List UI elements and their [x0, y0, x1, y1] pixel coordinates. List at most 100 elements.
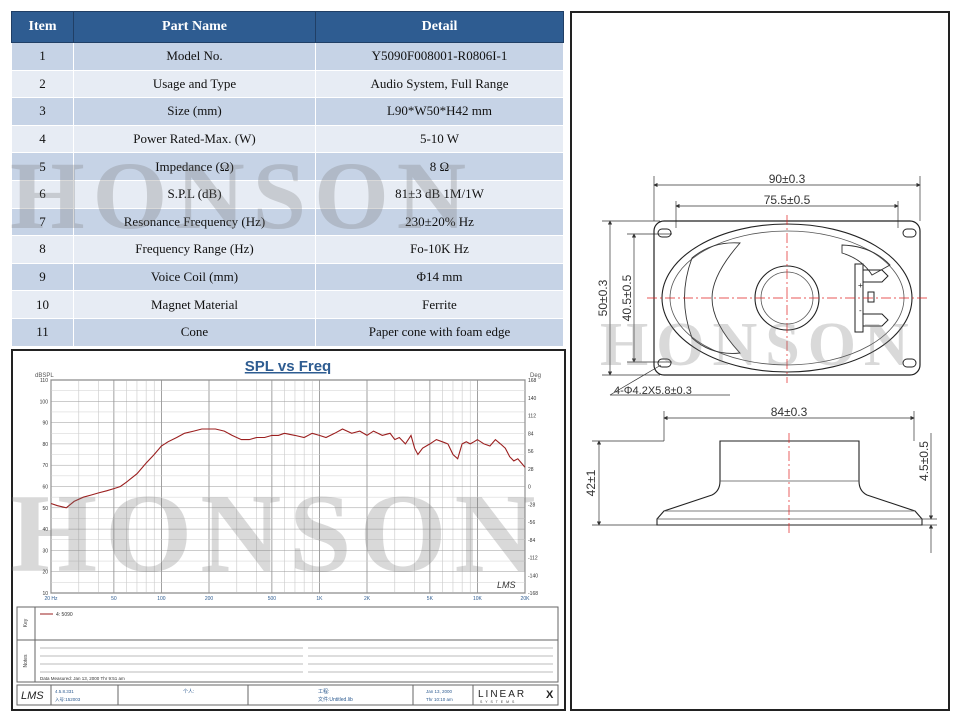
x-tick-label: 20K: [521, 596, 531, 602]
x-tick-label: 20 Hz: [44, 596, 58, 602]
terminal-lug-minus: [863, 313, 889, 327]
cell-item: 10: [11, 290, 74, 319]
cell-item: 11: [11, 317, 74, 347]
left-tick-label: 70: [42, 463, 48, 469]
top-view: 90±0.3 75.5±0.5 50±0.3 40.5±0.5: [596, 172, 927, 397]
mount-hole: [902, 228, 917, 238]
chart-title: SPL vs Freq: [245, 358, 331, 375]
chart-lms-logo: LMS: [497, 580, 516, 590]
right-tick-label: -28: [528, 502, 535, 508]
legend-entry: 4: 5090: [56, 612, 73, 618]
footer-time: Thr 10:10 am: [426, 697, 453, 702]
footer-brand: LINEAR: [478, 689, 526, 700]
table-row: 10 Magnet Material Ferrite: [11, 290, 564, 319]
legend-box: [16, 606, 559, 641]
right-tick-label: 140: [528, 396, 537, 402]
footer-brand-sub: S Y S T E M S: [480, 700, 515, 704]
table-row: 9 Voice Coil (mm) Φ14 mm: [11, 262, 564, 292]
table-row: 5 Impedance (Ω) 8 Ω: [11, 152, 564, 181]
cell-detail: Audio System, Full Range: [315, 69, 564, 99]
cell-item: 1: [11, 42, 74, 71]
dim-overall-width: 50±0.3: [596, 279, 610, 316]
cell-detail: Ferrite: [315, 290, 564, 319]
spl-series-line: [50, 428, 526, 509]
right-tick-label: 84: [528, 431, 534, 437]
cell-part: Impedance (Ω): [73, 152, 316, 181]
x-tick-label: 2K: [364, 596, 371, 602]
right-tick-label: -168: [528, 591, 538, 597]
x-tick-label: 200: [205, 596, 214, 602]
cell-detail: Paper cone with foam edge: [315, 317, 564, 347]
right-tick-label: 28: [528, 467, 534, 473]
cell-part: Frequency Range (Hz): [73, 235, 316, 264]
cell-item: 3: [11, 97, 74, 126]
left-tick-label: 10: [42, 591, 48, 597]
notes-side-label: Notes: [23, 654, 29, 668]
cell-detail: 8 Ω: [315, 152, 564, 181]
terminal-minus-label: -: [859, 306, 862, 315]
cell-item: 2: [11, 69, 74, 99]
cell-part: Magnet Material: [73, 290, 316, 319]
table-row: 4 Power Rated-Max. (W) 5-10 W: [11, 124, 564, 154]
side-view: 84±0.3 42±1 4.5±0.5: [584, 405, 937, 553]
right-tick-label: -112: [528, 556, 538, 562]
footer-file-label: 文件:Untitled.lib: [318, 696, 353, 703]
x-tick-label: 100: [157, 596, 166, 602]
left-tick-label: 50: [42, 506, 48, 512]
right-tick-label: 112: [528, 414, 536, 420]
footer-lms-logo: LMS: [21, 690, 44, 702]
x-tick-label: 10K: [473, 596, 483, 602]
header-item: Item: [11, 11, 74, 43]
footer-serial: 入号:152003: [55, 697, 81, 703]
header-detail: Detail: [315, 11, 564, 43]
left-tick-label: 60: [42, 485, 48, 491]
dim-flange: 4.5±0.5: [917, 441, 931, 481]
right-tick-label: -56: [528, 520, 535, 526]
right-tick-label: -84: [528, 538, 535, 544]
axis-ticks: 110 100 90 80 70 60 50 40 30 20 10 168 140 112 84 56 28 0…: [40, 378, 539, 602]
cell-detail: Y5090F008001-R0806I-1: [315, 42, 564, 71]
mechanical-drawing-panel: 90±0.3 75.5±0.5 50±0.3 40.5±0.5: [570, 11, 950, 711]
table-row: 2 Usage and Type Audio System, Full Range: [11, 69, 564, 99]
left-tick-label: 40: [42, 527, 48, 533]
table-row: 1 Model No. Y5090F008001-R0806I-1: [11, 42, 564, 71]
cell-part: Model No.: [73, 42, 316, 71]
cell-part: Size (mm): [73, 97, 316, 126]
terminal-lug-plus: [863, 269, 889, 283]
footer-version: 4.5.8.331: [55, 689, 74, 694]
chart-ylabel-right: Deg: [530, 373, 541, 379]
table-row: 11 Cone Paper cone with foam edge: [11, 317, 564, 347]
cell-item: 5: [11, 152, 74, 181]
cell-part: Voice Coil (mm): [73, 262, 316, 292]
cell-part: S.P.L (dB): [73, 179, 316, 209]
cell-detail: 81±3 dB 1M/1W: [315, 179, 564, 209]
footer-project-label: 工程:: [318, 688, 329, 695]
table-header-row: Item Part Name Detail: [11, 11, 564, 43]
spec-table: Item Part Name Detail 1 Model No. Y5090F00…: [11, 11, 564, 347]
dim-height: 42±1: [584, 469, 598, 496]
dim-frame-length: 84±0.3: [771, 405, 808, 419]
right-tick-label: 0: [528, 485, 531, 491]
cell-part: Resonance Frequency (Hz): [73, 207, 316, 237]
footer-box: [16, 684, 559, 706]
left-tick-label: 30: [42, 548, 48, 554]
spl-chart: SPL vs Freq dBSPL Deg 110100908070605040…: [16, 358, 559, 706]
table-row: 7 Resonance Frequency (Hz) 230±20% Hz: [11, 207, 564, 237]
grid-lines: [50, 379, 526, 594]
chart-ylabel-left: dBSPL: [35, 373, 54, 379]
right-tick-label: 168: [528, 378, 537, 384]
cell-detail: Φ14 mm: [315, 262, 564, 292]
left-tick-label: 20: [42, 570, 48, 576]
mechanical-drawing: 90±0.3 75.5±0.5 50±0.3 40.5±0.5: [584, 172, 937, 553]
cell-part: Cone: [73, 317, 316, 347]
dim-inner-length: 75.5±0.5: [764, 193, 811, 207]
cell-detail: Fo-10K Hz: [315, 235, 564, 264]
cell-item: 9: [11, 262, 74, 292]
left-tick-label: 110: [40, 378, 48, 384]
dim-overall-length: 90±0.3: [769, 172, 806, 186]
dim-inner-width: 40.5±0.5: [620, 274, 634, 321]
x-tick-label: 50: [111, 596, 117, 602]
mount-hole: [657, 228, 672, 238]
cone-highlight-right: [841, 244, 891, 276]
table-row: 3 Size (mm) L90*W50*H42 mm: [11, 97, 564, 126]
